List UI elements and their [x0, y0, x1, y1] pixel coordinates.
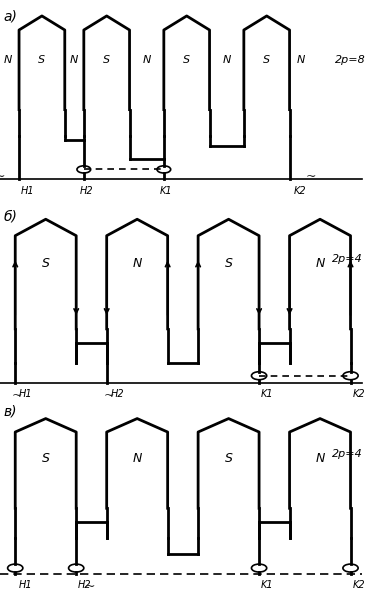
- Text: ~: ~: [0, 170, 5, 183]
- Text: S: S: [263, 55, 270, 65]
- Text: N: N: [70, 55, 78, 65]
- Text: N: N: [133, 452, 142, 465]
- Text: a): a): [4, 10, 18, 24]
- Text: 2p=4: 2p=4: [331, 449, 362, 460]
- Text: N: N: [297, 55, 305, 65]
- Text: H2: H2: [78, 580, 92, 590]
- Text: б): б): [4, 209, 18, 223]
- Text: H1: H1: [19, 389, 33, 399]
- Text: K1: K1: [261, 580, 274, 590]
- Text: H2: H2: [110, 389, 124, 399]
- Text: S: S: [103, 55, 110, 65]
- Text: S: S: [38, 55, 45, 65]
- Text: ~: ~: [103, 389, 114, 402]
- Text: K2: K2: [293, 187, 306, 196]
- Text: N: N: [133, 257, 142, 269]
- Text: 2p=4: 2p=4: [331, 254, 362, 264]
- Text: S: S: [183, 55, 190, 65]
- Text: N: N: [315, 257, 325, 269]
- Text: S: S: [225, 257, 232, 269]
- Text: K2: K2: [352, 580, 365, 590]
- Text: N: N: [223, 55, 231, 65]
- Text: 2p=8: 2p=8: [335, 55, 366, 65]
- Text: N: N: [3, 55, 12, 65]
- Text: S: S: [42, 452, 50, 465]
- Text: S: S: [225, 452, 232, 465]
- Text: S: S: [42, 257, 50, 269]
- Text: H2: H2: [80, 187, 94, 196]
- Text: K1: K1: [160, 187, 173, 196]
- Text: H1: H1: [19, 580, 33, 590]
- Text: K1: K1: [261, 389, 274, 399]
- Text: в): в): [4, 405, 17, 419]
- Text: ~: ~: [84, 580, 95, 594]
- Text: N: N: [142, 55, 151, 65]
- Text: K2: K2: [352, 389, 365, 399]
- Text: N: N: [315, 452, 325, 465]
- Text: ~: ~: [12, 389, 22, 402]
- Text: H1: H1: [21, 187, 35, 196]
- Text: ~: ~: [305, 170, 316, 183]
